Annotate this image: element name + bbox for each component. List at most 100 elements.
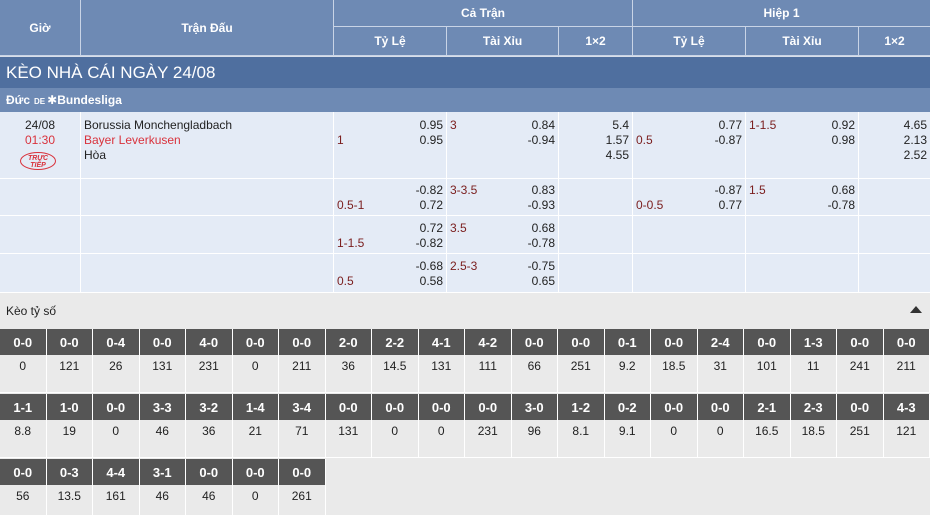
score-cell[interactable]: 1-3 11 <box>790 329 837 393</box>
score-odds[interactable]: 18.5 <box>790 420 836 442</box>
odds-value[interactable]: -0.82 <box>415 183 443 197</box>
score-cell[interactable]: 4-1 131 <box>418 329 465 393</box>
score-cell[interactable]: 4-2 111 <box>465 329 512 393</box>
collapse-caret-icon[interactable] <box>910 306 922 313</box>
odds-value[interactable]: -0.68 <box>415 259 443 273</box>
score-cell[interactable]: 0-0 18.5 <box>651 329 698 393</box>
odds-value[interactable]: 0.95 <box>419 133 443 147</box>
match-teams-cell[interactable]: Borussia Monchengladbach Bayer Leverkuse… <box>81 112 334 178</box>
ft-handicap-cell[interactable]: 0.72 1-1.5 -0.82 <box>334 216 447 253</box>
score-cell[interactable]: 0-0 211 <box>279 329 326 393</box>
odds-value[interactable]: 0.95 <box>419 118 443 132</box>
odds-value[interactable]: 2.52 <box>903 148 927 162</box>
score-odds[interactable]: 31 <box>697 355 743 377</box>
score-odds[interactable]: 0 <box>93 420 139 442</box>
score-odds[interactable]: 9.2 <box>604 355 650 377</box>
score-odds[interactable]: 211 <box>279 355 325 377</box>
score-odds[interactable]: 36 <box>186 420 232 442</box>
score-odds[interactable]: 8.1 <box>558 420 604 442</box>
score-cell[interactable]: 1-2 8.1 <box>558 394 605 458</box>
score-cell[interactable]: 0-0 46 <box>186 459 233 515</box>
score-cell[interactable]: 0-0 101 <box>744 329 791 393</box>
score-cell[interactable]: 4-0 231 <box>186 329 233 393</box>
odds-value[interactable]: -0.75 <box>527 259 555 273</box>
score-cell[interactable]: 0-0 0 <box>232 329 279 393</box>
odds-value[interactable]: 0.84 <box>531 118 555 132</box>
score-cell[interactable]: 3-1 46 <box>139 459 186 515</box>
score-odds[interactable]: 21 <box>232 420 278 442</box>
odds-value[interactable]: -0.87 <box>714 133 742 147</box>
score-cell[interactable]: 0-0 131 <box>139 329 186 393</box>
score-odds[interactable]: 121 <box>46 355 92 377</box>
ft-handicap-cell[interactable]: -0.82 0.5-1 0.72 <box>334 179 447 215</box>
score-cell[interactable]: 0-0 0 <box>651 394 698 458</box>
score-odds[interactable]: 46 <box>139 485 185 507</box>
score-cell[interactable]: 0-4 26 <box>93 329 140 393</box>
h1-overunder-cell[interactable]: 1.5 0.68 -0.78 <box>746 179 859 215</box>
odds-value[interactable]: 0.68 <box>831 183 855 197</box>
league-bar[interactable]: Đức DE ✱ Bundesliga <box>0 88 930 112</box>
score-cell[interactable]: 2-0 36 <box>325 329 372 393</box>
live-badge[interactable]: TRỰC TIẾP <box>20 152 56 170</box>
score-cell[interactable]: 0-3 13.5 <box>46 459 93 515</box>
score-odds[interactable]: 9.1 <box>604 420 650 442</box>
score-cell[interactable]: 0-0 131 <box>325 394 372 458</box>
score-odds[interactable]: 0 <box>0 355 46 377</box>
score-odds[interactable]: 8.8 <box>0 420 46 442</box>
score-cell[interactable]: 0-0 251 <box>837 394 884 458</box>
score-cell[interactable]: 0-0 261 <box>279 459 326 515</box>
odds-value[interactable]: 1.57 <box>605 133 629 147</box>
h1-handicap-cell[interactable]: 0.77 0.5 -0.87 <box>633 112 746 178</box>
score-cell[interactable]: 0-2 9.1 <box>604 394 651 458</box>
score-cell[interactable]: 3-3 46 <box>139 394 186 458</box>
score-cell[interactable]: 2-2 14.5 <box>372 329 419 393</box>
odds-value[interactable]: -0.94 <box>527 133 555 147</box>
odds-value[interactable]: 0.68 <box>531 221 555 235</box>
ft-handicap-cell[interactable]: 0.95 1 0.95 <box>334 112 447 178</box>
score-cell[interactable]: 1-0 19 <box>46 394 93 458</box>
h1-1x2-cell[interactable]: 4.65 2.13 2.52 <box>859 112 930 178</box>
score-odds[interactable]: 111 <box>465 355 511 377</box>
score-cell[interactable]: 0-0 0 <box>418 394 465 458</box>
score-cell[interactable]: 0-0 66 <box>511 329 558 393</box>
score-odds[interactable]: 131 <box>325 420 371 442</box>
score-cell[interactable]: 0-0 0 <box>232 459 279 515</box>
score-cell[interactable]: 0-0 231 <box>465 394 512 458</box>
score-odds[interactable]: 251 <box>558 355 604 377</box>
score-cell[interactable]: 3-4 71 <box>279 394 326 458</box>
score-odds[interactable]: 19 <box>46 420 92 442</box>
score-cell[interactable]: 0-0 56 <box>0 459 47 515</box>
score-odds[interactable]: 0 <box>697 420 743 442</box>
score-odds[interactable]: 71 <box>279 420 325 442</box>
odds-value[interactable]: 0.92 <box>831 118 855 132</box>
odds-value[interactable]: -0.82 <box>415 236 443 250</box>
score-cell[interactable]: 0-0 241 <box>837 329 884 393</box>
score-odds[interactable]: 66 <box>511 355 557 377</box>
h1-handicap-cell[interactable]: -0.87 0-0.5 0.77 <box>633 179 746 215</box>
score-cell[interactable]: 3-0 96 <box>511 394 558 458</box>
score-odds[interactable]: 0 <box>418 420 464 442</box>
odds-value[interactable]: 0.72 <box>419 198 443 212</box>
score-cell[interactable]: 2-3 18.5 <box>790 394 837 458</box>
odds-value[interactable]: 0.77 <box>718 118 742 132</box>
score-odds[interactable]: 0 <box>372 420 418 442</box>
odds-value[interactable]: -0.87 <box>714 183 742 197</box>
score-odds[interactable]: 161 <box>93 485 139 507</box>
score-odds[interactable]: 0 <box>232 355 278 377</box>
score-cell[interactable]: 3-2 36 <box>186 394 233 458</box>
ft-overunder-cell[interactable]: 3 0.84 -0.94 <box>447 112 559 178</box>
odds-value[interactable]: 0.98 <box>831 133 855 147</box>
odds-value[interactable]: 0.83 <box>531 183 555 197</box>
odds-value[interactable]: 0.77 <box>718 198 742 212</box>
h1-overunder-cell[interactable]: 1-1.5 0.92 0.98 <box>746 112 859 178</box>
odds-value[interactable]: -0.78 <box>527 236 555 250</box>
score-odds[interactable]: 211 <box>883 355 929 377</box>
score-cell[interactable]: 1-4 21 <box>232 394 279 458</box>
score-odds[interactable]: 16.5 <box>744 420 790 442</box>
odds-value[interactable]: -0.78 <box>827 198 855 212</box>
score-odds[interactable]: 0 <box>651 420 697 442</box>
score-odds[interactable]: 0 <box>232 485 278 507</box>
score-odds[interactable]: 241 <box>837 355 883 377</box>
score-odds[interactable]: 231 <box>186 355 232 377</box>
score-cell[interactable]: 0-0 251 <box>558 329 605 393</box>
